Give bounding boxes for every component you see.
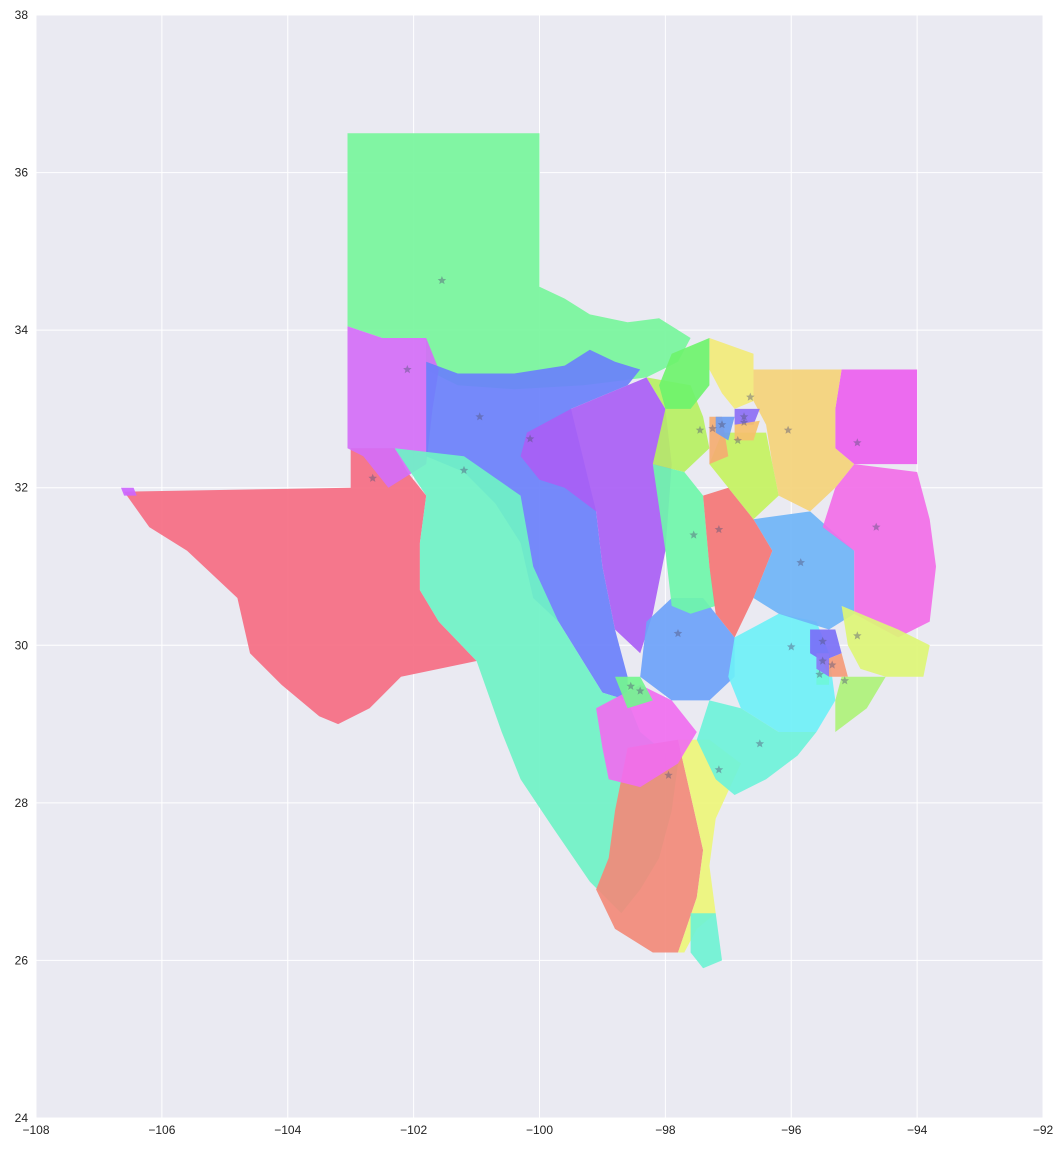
district-centroid-star-icon xyxy=(818,656,827,665)
district-region xyxy=(347,133,691,390)
district-centroid-star-icon xyxy=(689,530,698,539)
district-centroid-star-icon xyxy=(853,438,862,447)
district-region xyxy=(640,598,735,701)
y-tick-label: 28 xyxy=(15,796,29,810)
district-centroid-star-icon xyxy=(403,365,412,374)
x-tick-label: −98 xyxy=(655,1123,676,1137)
district-centroid-star-icon xyxy=(626,681,635,690)
district-region xyxy=(124,448,477,725)
district-centroid-star-icon xyxy=(437,276,447,285)
x-tick-label: −104 xyxy=(274,1123,301,1137)
district-region xyxy=(690,913,722,969)
district-centroid-star-icon xyxy=(695,425,705,434)
district-centroid-star-icon xyxy=(796,558,805,567)
district-centroid-star-icon xyxy=(368,473,377,482)
district-region xyxy=(659,338,710,409)
district-region xyxy=(678,739,741,953)
x-tick-label: −102 xyxy=(400,1123,427,1137)
district-centroid-star-icon xyxy=(717,420,727,429)
district-region xyxy=(753,369,855,512)
x-tick-label: −108 xyxy=(22,1123,49,1137)
x-tick-label: −106 xyxy=(148,1123,175,1137)
district-centroid-star-icon xyxy=(459,465,469,474)
district-centroid-star-icon xyxy=(739,417,749,426)
district-centroid-star-icon xyxy=(746,392,755,401)
district-centroid-star-icon xyxy=(714,525,724,534)
y-tick-label: 32 xyxy=(15,481,29,495)
district-region xyxy=(728,613,836,732)
district-centroid-star-icon xyxy=(673,629,683,638)
district-centroid-star-icon xyxy=(818,636,827,645)
district-centroid-star-icon xyxy=(783,425,793,434)
district-centroid-star-icon xyxy=(733,435,742,445)
district-region xyxy=(810,629,842,661)
district-region xyxy=(347,326,439,488)
district-region xyxy=(703,487,773,638)
district-region xyxy=(696,700,817,795)
district-centroid-star-icon xyxy=(635,686,645,695)
district-region xyxy=(121,487,137,496)
district-region xyxy=(652,464,716,614)
district-centroid-star-icon xyxy=(525,434,535,443)
district-centroid-star-icon xyxy=(853,631,862,640)
district-region xyxy=(394,448,678,914)
district-centroid-star-icon xyxy=(827,660,837,669)
x-tick-label: −94 xyxy=(907,1123,928,1137)
district-centroid-star-icon xyxy=(755,739,765,748)
district-centroid-star-icon xyxy=(664,770,673,779)
district-region xyxy=(816,653,829,677)
district-region xyxy=(734,420,760,441)
district-regions xyxy=(121,133,936,969)
y-tick-label: 36 xyxy=(15,166,29,180)
district-region xyxy=(753,511,855,630)
district-region xyxy=(841,605,930,677)
district-region xyxy=(596,739,704,953)
district-centroid-markers xyxy=(368,276,881,779)
x-axis-tick-labels: −108 −106 −104 −102 −100 −98 −96 −94 −92 xyxy=(22,1123,1053,1137)
district-region xyxy=(426,349,641,701)
y-axis-tick-labels: 24 26 28 30 32 34 36 38 xyxy=(15,8,29,1125)
district-region xyxy=(520,377,672,654)
district-centroid-star-icon xyxy=(840,676,849,685)
district-centroid-star-icon xyxy=(739,412,749,421)
y-tick-label: 24 xyxy=(15,1111,29,1125)
x-tick-label: −96 xyxy=(781,1123,802,1137)
district-region xyxy=(615,676,653,709)
district-region xyxy=(822,464,936,638)
district-centroid-star-icon xyxy=(714,765,724,774)
district-region xyxy=(835,676,886,732)
y-tick-label: 38 xyxy=(15,8,29,22)
district-region xyxy=(734,408,760,425)
district-region xyxy=(709,338,754,409)
y-tick-label: 26 xyxy=(15,953,29,967)
y-tick-label: 30 xyxy=(15,638,29,652)
district-region xyxy=(816,668,829,685)
district-region xyxy=(835,369,918,465)
district-centroid-star-icon xyxy=(815,669,824,679)
x-tick-label: −92 xyxy=(1033,1123,1054,1137)
x-tick-label: −100 xyxy=(526,1123,553,1137)
district-region xyxy=(715,416,735,441)
district-region xyxy=(596,684,697,788)
district-centroid-star-icon xyxy=(871,522,881,531)
y-tick-label: 34 xyxy=(15,323,29,337)
district-centroid-star-icon xyxy=(708,424,717,433)
district-centroid-star-icon xyxy=(787,642,796,651)
district-centroid-star-icon xyxy=(475,412,484,421)
